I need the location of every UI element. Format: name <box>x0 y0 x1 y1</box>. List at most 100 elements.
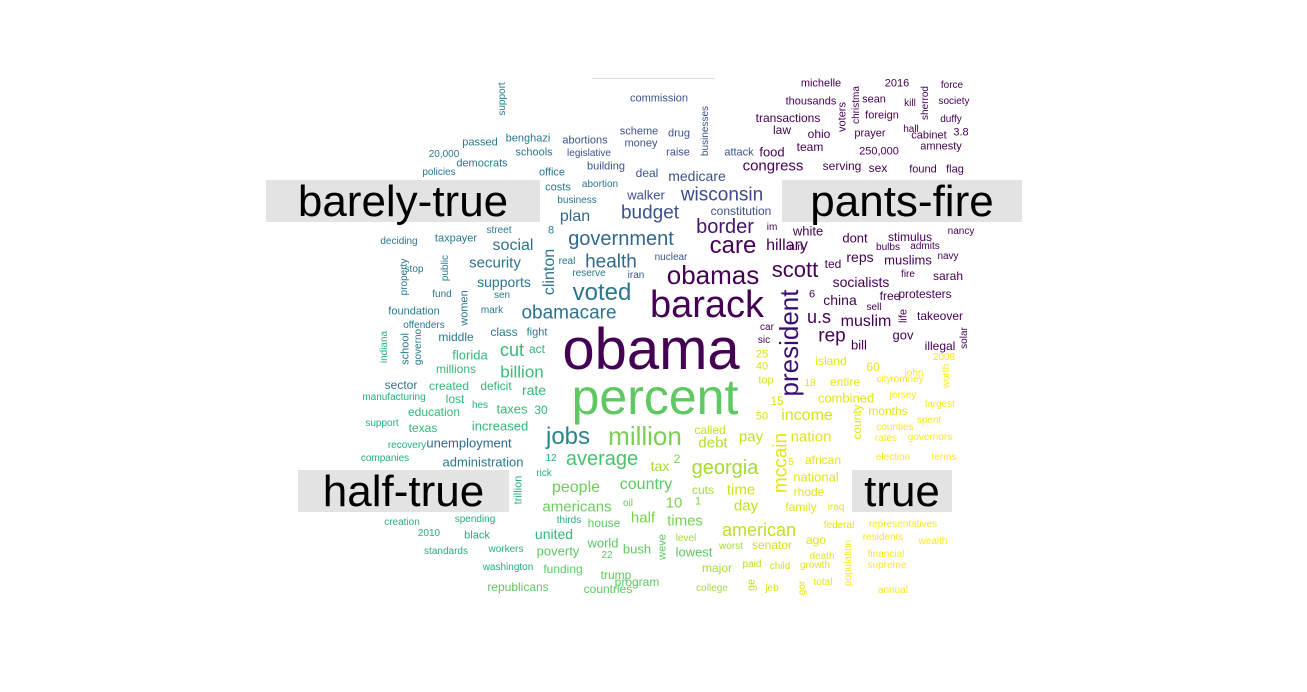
word-terms: terms <box>931 452 957 463</box>
group-label-barely-true: barely-true <box>266 180 540 224</box>
word-gor: gor <box>797 580 808 596</box>
word-5: 5 <box>788 457 794 468</box>
word-40: 40 <box>755 360 769 373</box>
word-people: people <box>551 479 601 496</box>
word-funding: funding <box>543 562 583 576</box>
word-life: life <box>897 308 910 324</box>
word-united: united <box>534 526 574 542</box>
word-times: times <box>667 512 703 530</box>
word-abortions: abortions <box>562 134 608 147</box>
word-1: 1 <box>694 495 702 508</box>
word-scheme: scheme <box>619 125 659 138</box>
word-illegal: illegal <box>924 339 956 353</box>
word-12: 12 <box>545 453 557 464</box>
word-force: force <box>940 80 964 91</box>
word-ted: ted <box>824 257 842 271</box>
word-time: time <box>726 481 756 499</box>
word-growth: growth <box>799 560 831 571</box>
word-major: major <box>701 561 733 575</box>
word-workers: workers <box>488 544 524 555</box>
word-trump: trump <box>600 568 632 582</box>
word-fund: fund <box>432 289 452 300</box>
word-college: college <box>696 583 728 594</box>
word-bulbs: bulbs <box>876 242 900 253</box>
word-u-s: u.s <box>806 307 832 327</box>
word-schools: schools <box>515 146 553 159</box>
word-sector: sector <box>384 378 418 392</box>
word-house: house <box>587 516 621 530</box>
word-im: im <box>766 222 778 233</box>
word-standards: standards <box>424 546 468 557</box>
word-total: total <box>813 577 833 588</box>
word-ago: ago <box>805 533 827 547</box>
word-benghazi: benghazi <box>505 132 551 145</box>
word-offenders: offenders <box>403 320 445 331</box>
word-companies: companies <box>360 453 410 464</box>
word-sell: sell <box>866 302 882 313</box>
word-passed: passed <box>462 136 498 149</box>
word-half: half <box>630 509 656 527</box>
word-u-n: u.n <box>789 242 803 253</box>
word-counties: counties <box>876 422 914 433</box>
word-prayer: prayer <box>854 127 886 140</box>
word-60: 60 <box>866 360 880 374</box>
word-support: support <box>365 418 399 429</box>
group-label-half-true: half-true <box>298 470 509 514</box>
word-muslim: muslim <box>840 313 892 330</box>
word-reserve: reserve <box>572 268 606 279</box>
word-rates: rates <box>874 433 898 444</box>
word-countries: countries <box>583 582 633 596</box>
word-deciding: deciding <box>380 236 418 247</box>
word-unemployment: unemployment <box>426 435 512 451</box>
word-sean: sean <box>862 93 886 106</box>
word-support: support <box>497 82 508 116</box>
word-middle: middle <box>438 330 474 344</box>
word-family: family <box>785 500 817 514</box>
word-spending: spending <box>454 514 496 525</box>
word-ge: ge <box>745 578 758 592</box>
word-nancy: nancy <box>947 226 975 237</box>
word-creation: creation <box>384 517 420 528</box>
word-bush: bush <box>622 541 652 557</box>
word-act: act <box>528 342 546 356</box>
word-weve: weve <box>656 534 669 560</box>
word-taxes: taxes <box>496 401 528 417</box>
word-budget: budget <box>620 202 680 224</box>
word-taxpayer: taxpayer <box>434 232 478 245</box>
word-dont: dont <box>842 230 868 246</box>
word-jeb: jeb <box>765 583 779 594</box>
word-ohio: ohio <box>807 127 831 141</box>
word-senator: senator <box>751 538 793 552</box>
word-congress: congress <box>742 157 804 175</box>
word-class: class <box>490 325 518 339</box>
word-rick: rick <box>536 468 552 479</box>
word-barack: barack <box>649 284 765 326</box>
word-supports: supports <box>477 274 531 290</box>
word-rate: rate <box>521 382 547 398</box>
word-world: world <box>587 535 619 551</box>
word-nation: nation <box>790 428 832 446</box>
word-lowest: lowest <box>675 544 713 560</box>
word-election: election <box>875 452 911 463</box>
word-law: law <box>772 123 792 137</box>
word-property: property <box>399 258 410 296</box>
word-building: building <box>587 160 625 173</box>
word-6: 6 <box>808 288 816 301</box>
word-million: million <box>608 421 682 451</box>
word-black: black <box>464 529 490 542</box>
word-30: 30 <box>534 403 548 417</box>
word-voted: voted <box>572 279 632 306</box>
word-scott: scott <box>771 257 819 282</box>
word-florida: florida <box>452 347 488 363</box>
word-15: 15 <box>770 394 784 408</box>
word-businesses: businesses <box>700 105 711 157</box>
word-county: county <box>850 404 864 440</box>
word-federal: federal <box>823 520 855 531</box>
word-abortion: abortion <box>581 179 619 190</box>
word-care: care <box>709 232 757 259</box>
word-administration: administration <box>442 454 524 470</box>
word-social: social <box>492 237 534 254</box>
word-raise: raise <box>666 146 690 159</box>
word-2008: 2008 <box>932 352 956 363</box>
word-hillary: hillary <box>766 237 808 254</box>
